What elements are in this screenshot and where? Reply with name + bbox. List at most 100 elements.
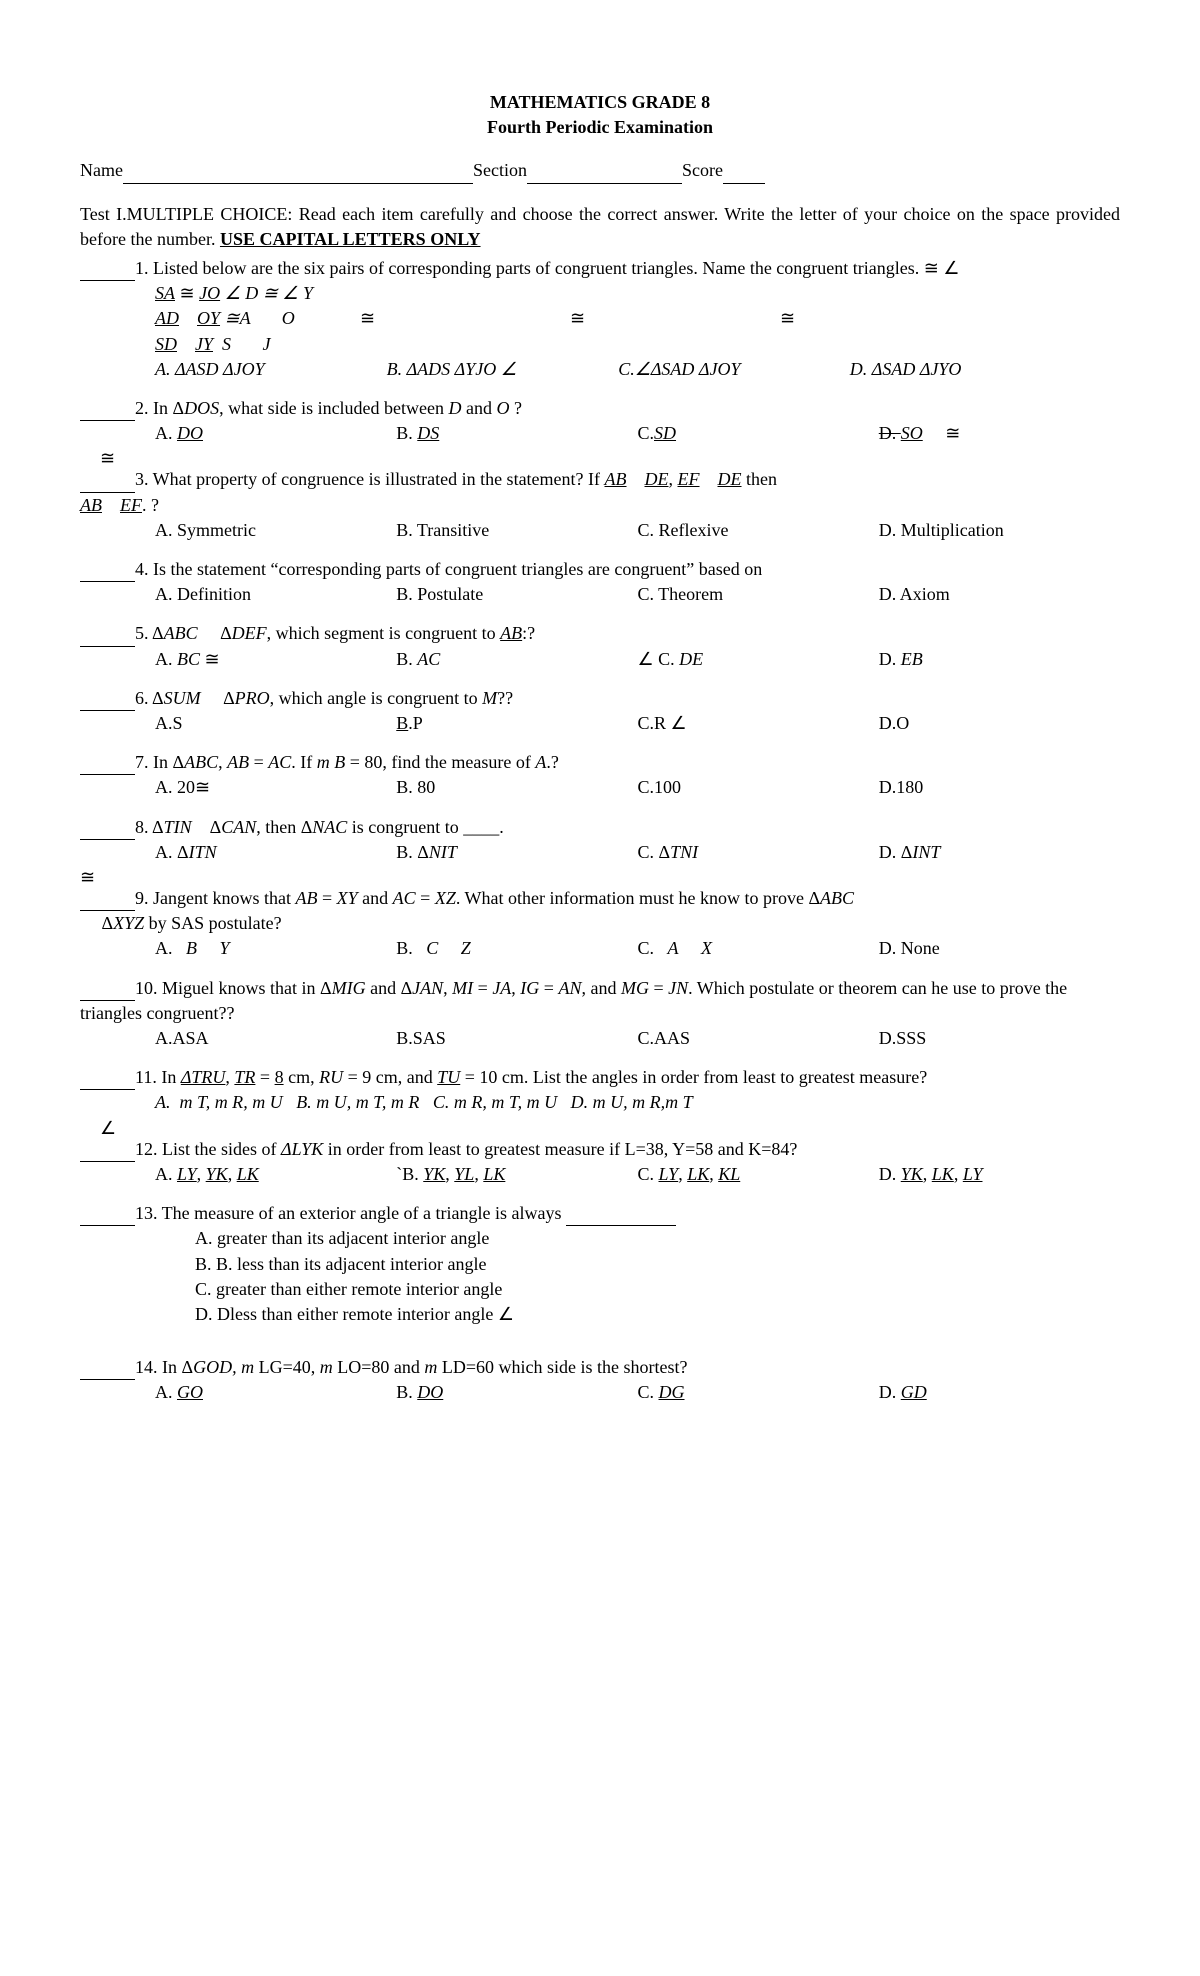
q11-tru: ΔTRU	[181, 1067, 226, 1087]
q14-options: A. GO B. DO C. DG D. GD	[80, 1380, 1120, 1405]
q5-oa-c: ≅	[200, 649, 220, 669]
q2-oc-a: C.	[638, 423, 655, 443]
q11-oa2: m T	[180, 1092, 206, 1112]
q6-blank	[80, 710, 135, 711]
q1-l2c: OY	[197, 308, 220, 328]
q1-text: 1. Listed below are the six pairs of cor…	[135, 258, 959, 278]
q1-pairs: SA ≅ JO ∠ D ≅ ∠ Y AD OY ≅A O ≅ ≅ ≅ SD JY…	[80, 281, 1120, 357]
q10-mg: MG	[621, 978, 649, 998]
q1-l2d: ≅A O	[220, 308, 295, 328]
q14-oa-b: GO	[177, 1382, 203, 1402]
score-blank	[723, 183, 765, 184]
q2-od-b: SO	[901, 423, 923, 443]
q2-and: and	[462, 398, 497, 418]
q12-ob-a: `B.	[396, 1164, 423, 1184]
q6-sp: Δ	[201, 688, 235, 708]
q7-abc: ABC	[184, 752, 218, 772]
q11-ru: RU	[319, 1067, 343, 1087]
q12-ob: `B. YK, YL, LK	[396, 1162, 637, 1187]
q10-eq3: =	[649, 978, 668, 998]
q12-options: A. LY, YK, LK `B. YK, YL, LK C. LY, LK, …	[80, 1162, 1120, 1187]
q11-eq: =	[255, 1067, 274, 1087]
q11-cm: cm,	[284, 1067, 320, 1087]
q2-oc-b: SD	[654, 423, 676, 443]
q12-blank	[80, 1161, 135, 1162]
q3-line2: AB EF. ?	[80, 493, 1120, 518]
q12-oa-a: A.	[155, 1164, 177, 1184]
q12-oa-c: ,	[197, 1164, 206, 1184]
q12-ob-b: YK	[423, 1164, 445, 1184]
q12-oa: A. LY, YK, LK	[155, 1162, 396, 1187]
q1-l3a: SD	[155, 334, 177, 354]
q14-oc-a: C.	[638, 1382, 659, 1402]
q5-od: D. EB	[879, 647, 1120, 672]
page: MATHEMATICS GRADE 8 Fourth Periodic Exam…	[80, 90, 1120, 1405]
q9-rest: . What other information must he know to…	[456, 888, 820, 908]
q5: 5. ΔABC ΔDEF, which segment is congruent…	[80, 621, 1120, 671]
q10-text: 10. Miguel knows that in Δ	[135, 978, 332, 998]
q7-od: D.180	[879, 775, 1120, 800]
q6-t1: 6. Δ	[135, 688, 164, 708]
q11-oa6: m U	[252, 1092, 283, 1112]
q7-eq: =	[249, 752, 268, 772]
q1-od: D. ΔSAD ΔJYO	[850, 357, 1082, 382]
q8-oa2: ITN	[189, 842, 217, 862]
q7-rest: . If	[291, 752, 317, 772]
q7-eq80: = 80, find the measure of	[345, 752, 535, 772]
q9-eq: =	[317, 888, 336, 908]
q3-od: D. Multiplication	[879, 518, 1120, 543]
q5-ob: B. AC	[396, 647, 637, 672]
q11-blank	[80, 1089, 135, 1090]
q12-ob-f: LK	[483, 1164, 505, 1184]
q6-rest: , which angle is congruent to	[270, 688, 482, 708]
q10-jan: JAN	[412, 978, 443, 998]
q2-rest: , what side is included between	[219, 398, 448, 418]
q7: 7. In ΔABC, AB = AC. If m B = 80, find t…	[80, 750, 1120, 800]
q7-ob: B. 80	[396, 775, 637, 800]
q5-blank	[80, 646, 135, 647]
q12-oc-f: KL	[718, 1164, 740, 1184]
q2-oc: C.SD	[638, 421, 879, 446]
q2-ob-b: DS	[417, 423, 439, 443]
q13-options: A. greater than its adjacent interior an…	[80, 1226, 1120, 1327]
q9-abc: ABC	[820, 888, 854, 908]
q11-od1: D.	[562, 1092, 593, 1112]
q2-options: A. DO B. DS C.SD D. SO ≅	[80, 421, 1120, 446]
q10: 10. Miguel knows that in ΔMIG and ΔJAN, …	[80, 976, 1120, 1052]
q14-od-b: GD	[901, 1382, 927, 1402]
q3-ab: AB	[605, 469, 627, 489]
q10-jn: JN	[668, 978, 688, 998]
q11-8: 8	[275, 1067, 284, 1087]
q10-mi: MI	[452, 978, 473, 998]
q4-options: A. Definition B. Postulate C. Theorem D.…	[80, 582, 1120, 607]
q14-m3: m	[424, 1357, 437, 1377]
q8-nac: NAC	[312, 817, 347, 837]
q9: 9. Jangent knows that AB = XY and AC = X…	[80, 886, 1120, 962]
q11-oa3: ,	[206, 1092, 215, 1112]
q1: 1. Listed below are the six pairs of cor…	[80, 256, 1120, 382]
q6-oc: C.R ∠	[638, 711, 879, 736]
q11-oc1: C.	[424, 1092, 454, 1112]
q9-ob: B. C Z	[396, 936, 637, 961]
q2-text: 2. In Δ	[135, 398, 184, 418]
q10-oc: C.AAS	[638, 1026, 879, 1051]
instr-caps: USE CAPITAL LETTERS ONLY	[220, 229, 481, 249]
q4-od: D. Axiom	[879, 582, 1120, 607]
q11-eq3: = 10 cm. List the angles in order from l…	[460, 1067, 927, 1087]
q1-oa: A. ΔASD ΔJOY	[155, 357, 387, 382]
q4-text: 4. Is the statement “corresponding parts…	[135, 559, 762, 579]
q10-blank	[80, 1000, 135, 1001]
q2: 2. In ΔDOS, what side is included betwee…	[80, 396, 1120, 472]
q7-ac: AC	[268, 752, 291, 772]
q9-xz: XZ	[435, 888, 456, 908]
q7-oa: A. 20≅	[155, 775, 396, 800]
instructions: Test I.MULTIPLE CHOICE: Read each item c…	[80, 202, 1120, 252]
q11-od6: m T	[665, 1092, 693, 1112]
q12-od-c: ,	[923, 1164, 932, 1184]
q13-endblank	[566, 1225, 676, 1226]
q10-od: D.SSS	[879, 1026, 1120, 1051]
score-label: Score	[682, 160, 723, 180]
q6-od: D.O	[879, 711, 1120, 736]
q1-cong2: ≅	[570, 306, 585, 331]
q2-od: D. SO ≅	[879, 421, 1120, 446]
